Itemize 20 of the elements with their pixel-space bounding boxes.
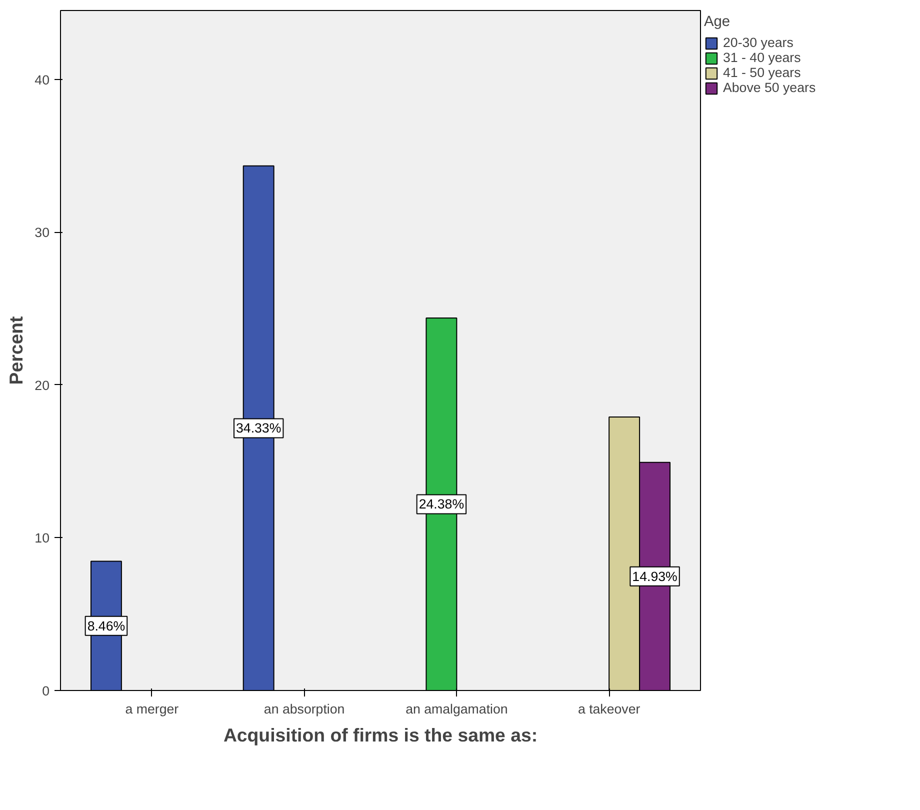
legend-label: 41 - 50 years xyxy=(723,65,801,80)
y-tick-label: 10 xyxy=(34,530,50,546)
x-axis-title: Acquisition of firms is the same as: xyxy=(223,724,538,746)
y-axis-title: Percent xyxy=(6,316,27,385)
legend-label: Above 50 years xyxy=(723,80,816,95)
data-label: 8.46% xyxy=(87,618,126,634)
y-tick-label: 30 xyxy=(34,225,50,240)
legend-label: 20-30 years xyxy=(723,35,794,50)
legend-label: 31 - 40 years xyxy=(723,50,801,65)
data-label: 24.38% xyxy=(418,496,464,512)
legend-title: Age xyxy=(704,14,732,30)
x-tick-label: an amalgamation xyxy=(406,702,508,716)
x-tick-label: an absorption xyxy=(264,702,345,716)
data-label: 34.33% xyxy=(236,420,282,436)
data-label: 14.93% xyxy=(632,568,678,584)
y-tick-label: 40 xyxy=(34,72,50,88)
x-tick-label: a merger xyxy=(125,702,180,716)
y-tick-label: 20 xyxy=(34,378,50,393)
x-tick-label: a takeover xyxy=(578,702,641,716)
y-tick-label: 0 xyxy=(42,684,50,698)
